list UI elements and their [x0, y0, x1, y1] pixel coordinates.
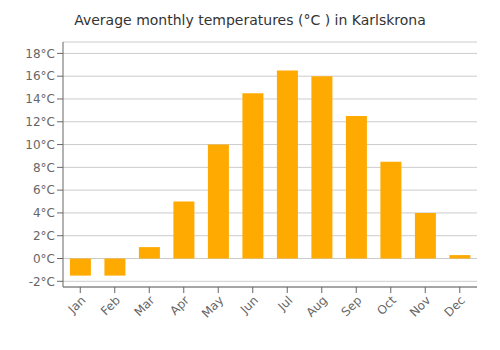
svg-text:18°C: 18°C	[25, 47, 55, 61]
svg-text:Aug: Aug	[303, 293, 329, 319]
svg-text:10°C: 10°C	[25, 138, 55, 152]
svg-text:Jul: Jul	[275, 293, 296, 314]
svg-text:4°C: 4°C	[33, 206, 55, 220]
svg-text:Apr: Apr	[167, 293, 192, 318]
svg-text:0°C: 0°C	[33, 252, 55, 266]
svg-text:8°C: 8°C	[33, 161, 55, 175]
svg-text:Dec: Dec	[442, 293, 468, 319]
svg-text:2°C: 2°C	[33, 229, 55, 243]
svg-text:-2°C: -2°C	[29, 275, 55, 289]
svg-text:14°C: 14°C	[25, 92, 55, 106]
svg-text:12°C: 12°C	[25, 115, 55, 129]
html-text:Average monthly temperatures (: Average monthly temperatures (°C ) in Ka…	[74, 12, 426, 28]
svg-text:Sep: Sep	[338, 293, 364, 319]
svg-text:Jan: Jan	[65, 293, 89, 317]
svg-text:Jun: Jun	[237, 293, 261, 317]
svg-text:Feb: Feb	[98, 293, 123, 318]
svg-text:Nov: Nov	[407, 293, 433, 319]
svg-text:May: May	[199, 293, 226, 320]
svg-text:16°C: 16°C	[25, 69, 55, 83]
svg-text:Mar: Mar	[131, 293, 157, 319]
svg-text:Oct: Oct	[374, 293, 399, 318]
svg-text:6°C: 6°C	[33, 183, 55, 197]
